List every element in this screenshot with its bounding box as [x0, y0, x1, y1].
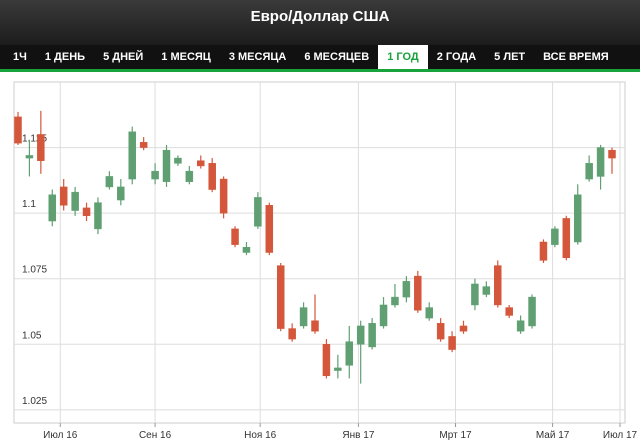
candle-body — [334, 367, 342, 371]
candle-body — [254, 197, 262, 227]
range-tab[interactable]: 3 МЕСЯЦА — [228, 51, 287, 63]
x-tick-label: Июл 16 — [43, 430, 78, 441]
y-tick-label: 1.125 — [22, 134, 47, 145]
candle-body — [562, 218, 571, 258]
candle-body — [82, 207, 91, 217]
range-tab[interactable]: 5 ДНЕЙ — [103, 51, 144, 63]
candle-body — [356, 325, 365, 345]
candle-body — [391, 296, 399, 306]
candle-body — [482, 286, 491, 295]
candle-body — [379, 304, 388, 327]
range-tab[interactable]: 1 ДЕНЬ — [44, 51, 86, 63]
candle-body — [162, 149, 171, 182]
candle-body — [94, 202, 102, 230]
candle-body — [414, 275, 422, 311]
candle-body — [105, 176, 114, 188]
candle-body — [71, 191, 79, 211]
tab-bar: 1Ч 1 ДЕНЬ 5 ДНЕЙ 1 МЕСЯЦ 3 МЕСЯЦА 6 МЕСЯЦЕВ 1 … — [0, 45, 640, 72]
candle-body — [345, 341, 354, 366]
candle-body — [539, 241, 548, 261]
candle-body — [288, 328, 296, 340]
x-tick-label: Мрт 17 — [439, 430, 472, 441]
header-title: Евро/Доллар США — [0, 0, 640, 45]
candle-body — [265, 205, 274, 253]
candle-body — [174, 157, 182, 164]
candle-body — [185, 170, 194, 182]
candle-body — [311, 320, 319, 332]
range-tab[interactable]: 2 ГОДА — [436, 51, 477, 63]
y-tick-label: 1.05 — [22, 330, 42, 341]
candle-body — [505, 307, 513, 316]
y-tick-label: 1.1 — [22, 199, 36, 210]
candle-body — [25, 155, 34, 159]
candle-body — [516, 320, 525, 332]
candle-body — [59, 186, 68, 206]
candle-body — [242, 247, 251, 253]
candle-body — [459, 325, 468, 332]
plot-area — [13, 81, 626, 424]
candle-body — [471, 283, 479, 306]
x-tick-label: Янв 17 — [342, 430, 374, 441]
candle-body — [48, 194, 57, 222]
range-tab[interactable]: 1 МЕСЯЦ — [161, 51, 211, 63]
candle-body — [596, 147, 605, 177]
candle-body — [585, 163, 593, 180]
range-tab[interactable]: ВСЕ ВРЕМЯ — [543, 51, 609, 63]
chart: 1.025 1.05 1.075 1.1 1.125 Июл 16 Сен 16 Ноя 16… — [13, 81, 638, 441]
candle-body — [276, 265, 285, 329]
candle-body — [402, 281, 411, 298]
range-tab[interactable]: 6 МЕСЯЦЕВ — [304, 51, 370, 63]
x-tick-label: Сен 16 — [139, 430, 172, 441]
candle-body — [231, 228, 239, 245]
range-tab[interactable]: 5 ЛЕТ — [494, 51, 526, 63]
y-tick-label: 1.075 — [22, 265, 47, 276]
candle-body — [368, 323, 376, 348]
range-tab[interactable]: 1Ч — [13, 51, 27, 63]
candle-body — [425, 307, 433, 319]
candle-body — [322, 344, 331, 377]
candle-body — [139, 142, 148, 148]
candle-body — [151, 170, 159, 180]
candle-body — [528, 296, 536, 327]
candle-body — [128, 131, 136, 180]
candle-body — [197, 160, 205, 167]
x-tick-label: Май 17 — [536, 430, 570, 441]
candle-body — [494, 265, 502, 306]
candle-body — [608, 149, 616, 159]
candle-body — [219, 178, 228, 214]
y-tick-label: 1.025 — [22, 396, 47, 407]
candle-body — [208, 163, 216, 190]
candle-body — [551, 228, 559, 245]
candle-body — [573, 194, 582, 243]
candle-body — [436, 323, 445, 340]
candle-body — [14, 116, 22, 144]
candle-body — [117, 186, 125, 201]
range-tab[interactable]: 1 ГОД — [378, 45, 428, 69]
x-tick-label: Ноя 16 — [244, 430, 277, 441]
x-tick-label: Июл 17 — [603, 430, 638, 441]
candle-body — [299, 307, 308, 327]
candle-body — [448, 336, 456, 350]
candle-body — [37, 134, 45, 161]
